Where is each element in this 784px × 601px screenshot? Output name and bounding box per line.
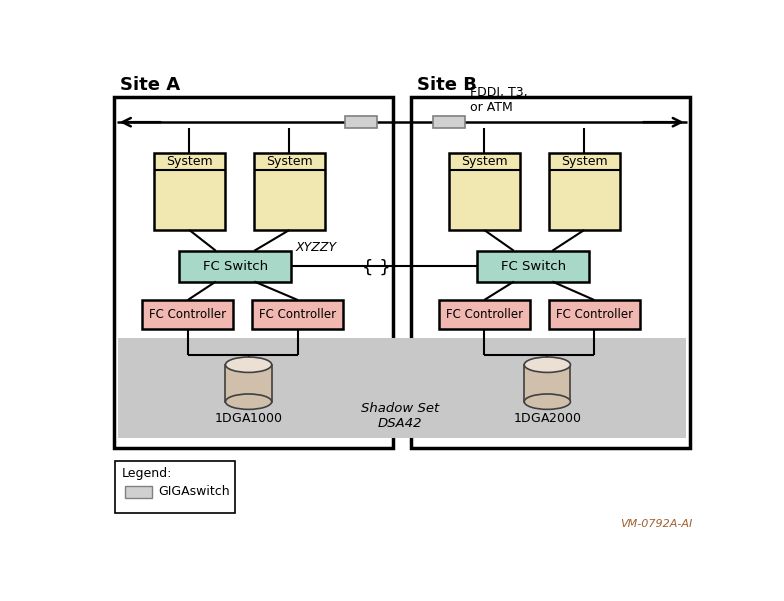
Text: System: System — [561, 155, 608, 168]
Text: Site A: Site A — [120, 76, 180, 94]
Text: FC Controller: FC Controller — [556, 308, 633, 321]
Bar — [448, 153, 520, 230]
Text: System: System — [166, 155, 212, 168]
Text: FDDI, T3,
or ATM: FDDI, T3, or ATM — [470, 87, 527, 114]
Text: Shadow Set
DSA42: Shadow Set DSA42 — [361, 402, 439, 430]
Bar — [154, 153, 225, 230]
Bar — [433, 116, 465, 129]
Ellipse shape — [226, 357, 272, 373]
Bar — [115, 461, 234, 513]
Text: GIGAswitch: GIGAswitch — [158, 485, 230, 498]
Bar — [524, 365, 571, 401]
Bar — [345, 116, 377, 129]
Text: FC Controller: FC Controller — [260, 308, 336, 321]
Bar — [226, 365, 272, 401]
Text: FC Controller: FC Controller — [445, 308, 523, 321]
Text: System: System — [461, 155, 507, 168]
Bar — [439, 300, 530, 329]
Text: $1$DGA2000: $1$DGA2000 — [513, 412, 582, 426]
Bar — [143, 300, 233, 329]
Text: FC Switch: FC Switch — [202, 260, 267, 273]
Bar — [254, 153, 325, 230]
Bar — [477, 251, 589, 281]
Ellipse shape — [524, 394, 571, 409]
Ellipse shape — [524, 357, 571, 373]
Ellipse shape — [226, 394, 272, 409]
Text: FC Controller: FC Controller — [149, 308, 227, 321]
Bar — [549, 153, 619, 230]
Text: FC Switch: FC Switch — [500, 260, 565, 273]
Bar — [252, 300, 343, 329]
Text: VM-0792A-AI: VM-0792A-AI — [621, 519, 693, 529]
Bar — [125, 486, 152, 498]
Text: XYZZY: XYZZY — [296, 241, 336, 254]
Text: System: System — [266, 155, 313, 168]
Bar — [411, 97, 690, 448]
Bar — [549, 300, 640, 329]
Text: $1$DGA1000: $1$DGA1000 — [214, 412, 283, 426]
Bar — [118, 338, 686, 438]
Text: { }: { } — [362, 258, 390, 276]
Bar — [114, 97, 393, 448]
Bar — [180, 251, 291, 281]
Text: Legend:: Legend: — [122, 467, 172, 480]
Text: Site B: Site B — [417, 76, 477, 94]
